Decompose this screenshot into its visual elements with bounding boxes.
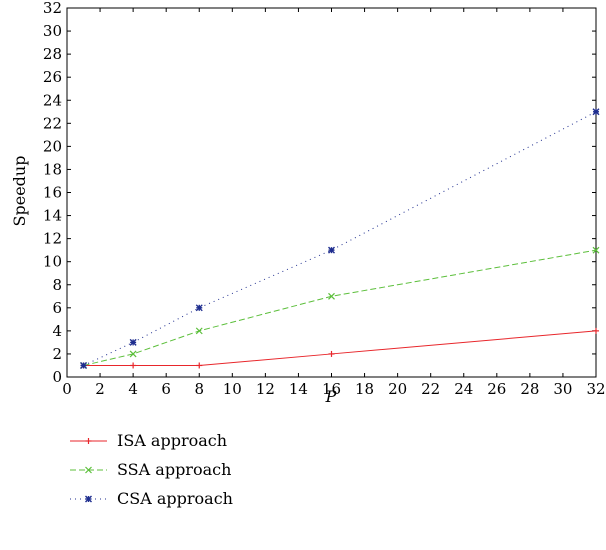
series bbox=[80, 108, 600, 369]
axes bbox=[66, 7, 597, 378]
y-tick-label: 4 bbox=[52, 322, 62, 340]
y-tick-label: 32 bbox=[43, 0, 62, 17]
isa-approach-point bbox=[593, 327, 599, 334]
csa-approach-point bbox=[592, 108, 600, 116]
legend-item-isa-approach: ISA approach bbox=[70, 431, 227, 450]
legend-item-csa-approach: CSA approach bbox=[70, 489, 233, 508]
y-tick-label: 0 bbox=[52, 368, 62, 386]
y-tick-label: 24 bbox=[43, 91, 62, 109]
ssa-approach-point bbox=[195, 327, 203, 335]
y-tick-label: 26 bbox=[43, 68, 62, 86]
ssa-approach-line bbox=[83, 249, 597, 366]
isa-approach-point bbox=[196, 362, 203, 369]
csa-approach-point bbox=[328, 246, 335, 254]
x-tick-label: 14 bbox=[289, 380, 308, 398]
x-tick-label: 8 bbox=[194, 380, 204, 398]
y-tick-label: 22 bbox=[43, 114, 62, 132]
y-tick-label: 14 bbox=[43, 207, 62, 225]
y-tick-label: 12 bbox=[43, 230, 62, 248]
x-tick-label: 22 bbox=[421, 380, 440, 398]
csa-approach-line bbox=[83, 111, 597, 366]
y-tick-label: 10 bbox=[43, 253, 62, 271]
x-tick-label: 20 bbox=[388, 380, 407, 398]
x-tick-label: 2 bbox=[95, 380, 105, 398]
legend-label: ISA approach bbox=[117, 431, 227, 450]
y-tick-label: 30 bbox=[43, 22, 62, 40]
csa-approach-point bbox=[80, 361, 88, 369]
x-tick-label: 6 bbox=[161, 380, 171, 398]
legend-marker bbox=[85, 466, 92, 474]
x-tick-label: 10 bbox=[223, 380, 242, 398]
ssa-approach-point bbox=[328, 292, 335, 300]
y-tick-label: 16 bbox=[43, 184, 62, 202]
x-tick-label: 0 bbox=[62, 380, 72, 398]
legend-label: CSA approach bbox=[117, 489, 233, 508]
legend-item-ssa-approach: SSA approach bbox=[70, 460, 231, 479]
x-tick-label: 16 bbox=[322, 380, 341, 398]
x-tick-label: 28 bbox=[520, 380, 539, 398]
x-tick-label: 32 bbox=[586, 380, 605, 398]
legend-label: SSA approach bbox=[117, 460, 231, 479]
x-axis-title: P bbox=[325, 387, 337, 406]
ssa-approach-point bbox=[129, 350, 137, 358]
x-tick-label: 26 bbox=[487, 380, 506, 398]
isa-approach-line bbox=[83, 330, 597, 366]
isa-approach-point bbox=[130, 362, 137, 369]
plot-frame bbox=[66, 7, 597, 378]
y-axis-title: Speedup bbox=[10, 156, 29, 227]
x-tick-label: 24 bbox=[454, 380, 473, 398]
y-tick-label: 2 bbox=[52, 345, 62, 363]
y-tick-label: 20 bbox=[43, 137, 62, 155]
y-tick-label: 28 bbox=[43, 45, 62, 63]
y-tick-label: 8 bbox=[52, 276, 62, 294]
legend: ISA approach SSA approach CSA approach bbox=[70, 431, 233, 508]
isa-approach-point bbox=[328, 350, 335, 357]
ssa-approach-point bbox=[592, 246, 600, 254]
legend-marker bbox=[85, 495, 92, 503]
legend-marker bbox=[85, 438, 92, 444]
x-tick-label: 12 bbox=[256, 380, 275, 398]
ticks: 0 2 4 6 8 10 12 14 16 18 20 22 24 26 28 30 3202468101214… bbox=[43, 0, 606, 398]
x-tick-label: 18 bbox=[355, 380, 374, 398]
x-tick-label: 30 bbox=[553, 380, 572, 398]
x-tick-label: 4 bbox=[128, 380, 138, 398]
y-tick-label: 18 bbox=[43, 160, 62, 178]
csa-approach-point bbox=[195, 304, 203, 312]
y-tick-label: 6 bbox=[52, 299, 62, 317]
csa-approach-point bbox=[129, 338, 137, 346]
